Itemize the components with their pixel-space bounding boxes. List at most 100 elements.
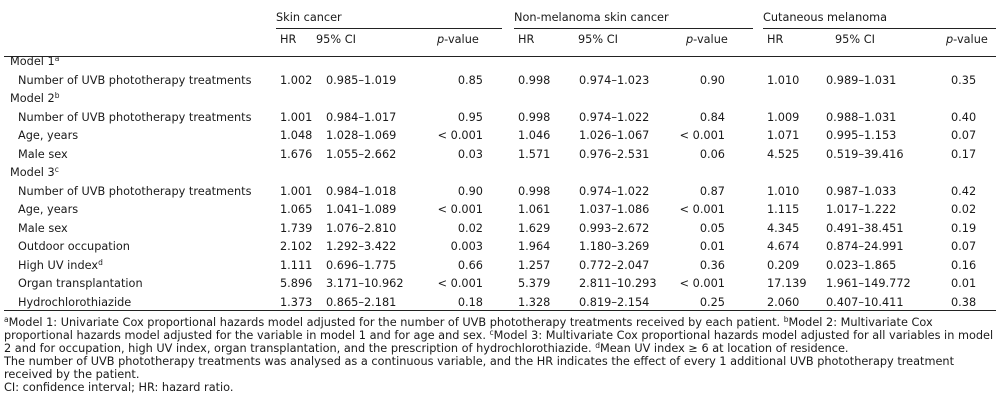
group-non-melanoma: Non-melanoma skin cancer (514, 11, 669, 24)
table-row: Age, years 1.065 1.041–1.089 < 0.001 1.061 1.… (4, 201, 996, 220)
ci-melanoma-cell: 1.961–149.772 (826, 277, 911, 290)
p-nmsc-cell: 0.36 (699, 258, 725, 272)
group-skin-cancer: Skin cancer (276, 11, 342, 24)
ci-melanoma-cell: 0.874–24.991 (826, 240, 904, 253)
ci-skin-cell: 1.076–2.810 (326, 221, 397, 235)
p-nmsc-cell: < 0.001 (679, 129, 725, 142)
col-p: p-value (437, 33, 479, 46)
hr-melanoma-cell: 1.115 (767, 203, 800, 216)
hr-nmsc-cell: 1.061 (518, 203, 551, 216)
ci-nmsc-cell: 0.976–2.531 (579, 147, 650, 161)
hr-skin-cell: 1.065 (280, 203, 313, 216)
ci-nmsc-cell: 2.811–10.293 (579, 277, 657, 290)
hr-skin-cell: 1.373 (280, 295, 313, 309)
p-skin-cell: 0.18 (457, 295, 483, 309)
p-nmsc-cell: 0.90 (699, 73, 725, 87)
ci-melanoma-cell: 0.023–1.865 (826, 258, 897, 272)
p-melanoma-cell: 0.38 (951, 295, 977, 309)
ci-nmsc-cell: 0.974–1.022 (579, 110, 650, 124)
table-row: Male sex 1.676 1.055–2.662 0.03 1.571 0.976–2… (4, 146, 996, 165)
ci-skin-cell: 1.041–1.089 (326, 203, 397, 216)
variable-label: Organ transplantation (18, 277, 143, 290)
ci-skin-cell: 0.984–1.017 (326, 110, 397, 124)
hr-skin-cell: 1.001 (280, 110, 313, 124)
rule-header-bottom (4, 56, 996, 57)
hr-skin-cell: 1.739 (280, 221, 313, 235)
p-melanoma-cell: 0.35 (951, 73, 977, 87)
table-row: Number of UVB phototherapy treatments 1.0… (4, 109, 996, 128)
ci-nmsc-cell: 0.993–2.672 (579, 221, 650, 235)
variable-label: Age, years (18, 203, 79, 216)
ci-melanoma-cell: 0.519–39.416 (826, 147, 904, 161)
variable-label: Male sex (18, 221, 68, 235)
variable-label: Number of UVB phototherapy treatments (18, 110, 252, 124)
ci-skin-cell: 1.028–1.069 (326, 129, 397, 142)
hr-melanoma-cell: 4.525 (767, 147, 800, 161)
hr-nmsc-cell: 0.998 (518, 184, 551, 198)
ci-nmsc-cell: 1.037–1.086 (579, 203, 650, 216)
table-row: Number of UVB phototherapy treatments 1.0… (4, 183, 996, 202)
ci-melanoma-cell: 0.987–1.033 (826, 184, 897, 198)
p-melanoma-cell: 0.02 (951, 203, 977, 216)
p-melanoma-cell: 0.07 (951, 129, 977, 142)
col-ci: 95% CI (835, 33, 875, 46)
hr-nmsc-cell: 5.379 (518, 277, 551, 290)
model-row: Model 2b (4, 90, 996, 109)
table-row: Male sex 1.739 1.076–2.810 0.02 1.629 0.993–2… (4, 220, 996, 239)
col-p: p-value (686, 33, 728, 46)
p-melanoma-cell: 0.42 (951, 184, 977, 198)
hr-skin-cell: 1.002 (280, 73, 313, 87)
p-nmsc-cell: < 0.001 (679, 203, 725, 216)
hr-melanoma-cell: 17.139 (767, 277, 807, 290)
hr-skin-cell: 1.111 (280, 258, 313, 272)
p-skin-cell: 0.85 (457, 73, 483, 87)
hr-nmsc-cell: 1.964 (518, 240, 551, 253)
variable-label: Outdoor occupation (18, 240, 130, 253)
footnote-continuous: The number of UVB phototherapy treatment… (4, 354, 954, 381)
model-label: Model 2b (10, 91, 60, 105)
p-skin-cell: 0.95 (457, 110, 483, 124)
col-hr: HR (280, 33, 297, 46)
rule-table-bottom (4, 310, 996, 311)
hr-nmsc-cell: 1.328 (518, 295, 551, 309)
ci-nmsc-cell: 1.026–1.067 (579, 129, 650, 142)
footnote-abbrev: CI: confidence interval; HR: hazard rati… (4, 380, 234, 394)
hr-skin-cell: 1.676 (280, 147, 313, 161)
ci-melanoma-cell: 0.491–38.451 (826, 221, 904, 235)
p-melanoma-cell: 0.40 (951, 110, 977, 124)
p-melanoma-cell: 0.17 (951, 147, 977, 161)
p-nmsc-cell: 0.01 (699, 240, 725, 253)
hr-melanoma-cell: 1.010 (767, 184, 800, 198)
ci-melanoma-cell: 0.988–1.031 (826, 110, 897, 124)
hr-nmsc-cell: 1.571 (518, 147, 551, 161)
p-nmsc-cell: < 0.001 (679, 277, 725, 290)
ci-nmsc-cell: 1.180–3.269 (579, 240, 650, 253)
p-nmsc-cell: 0.84 (699, 110, 725, 124)
p-skin-cell: 0.03 (457, 147, 483, 161)
p-nmsc-cell: 0.25 (699, 295, 725, 309)
footnotes: aModel 1: Univariate Cox proportional ha… (4, 316, 996, 394)
model-label: Model 3c (10, 165, 59, 179)
p-melanoma-cell: 0.19 (951, 221, 977, 235)
rule-group-1 (276, 28, 502, 29)
table-row: High UV indexd 1.111 0.696–1.775 0.66 1.257 0… (4, 257, 996, 276)
table-row: Organ transplantation 5.896 3.171–10.962 < … (4, 275, 996, 294)
ci-skin-cell: 0.696–1.775 (326, 258, 397, 272)
ci-melanoma-cell: 0.995–1.153 (826, 129, 897, 142)
column-header-row: HR 95% CI p-value HR 95% CI p-value HR 9… (4, 31, 996, 53)
p-melanoma-cell: 0.07 (951, 240, 977, 253)
col-p: p-value (946, 33, 988, 46)
hr-skin-cell: 1.001 (280, 184, 313, 198)
hr-nmsc-cell: 1.046 (518, 129, 551, 142)
ci-skin-cell: 3.171–10.962 (326, 277, 404, 290)
p-melanoma-cell: 0.01 (951, 277, 977, 290)
col-hr: HR (767, 33, 784, 46)
variable-label: Number of UVB phototherapy treatments (18, 73, 252, 87)
rule-group-3 (763, 28, 996, 29)
ci-nmsc-cell: 0.974–1.022 (579, 184, 650, 198)
hr-melanoma-cell: 1.010 (767, 73, 800, 87)
model-label: Model 1a (10, 54, 60, 68)
model-row: Model 1a (4, 53, 996, 72)
variable-label: Number of UVB phototherapy treatments (18, 184, 252, 198)
p-nmsc-cell: 0.06 (699, 147, 725, 161)
